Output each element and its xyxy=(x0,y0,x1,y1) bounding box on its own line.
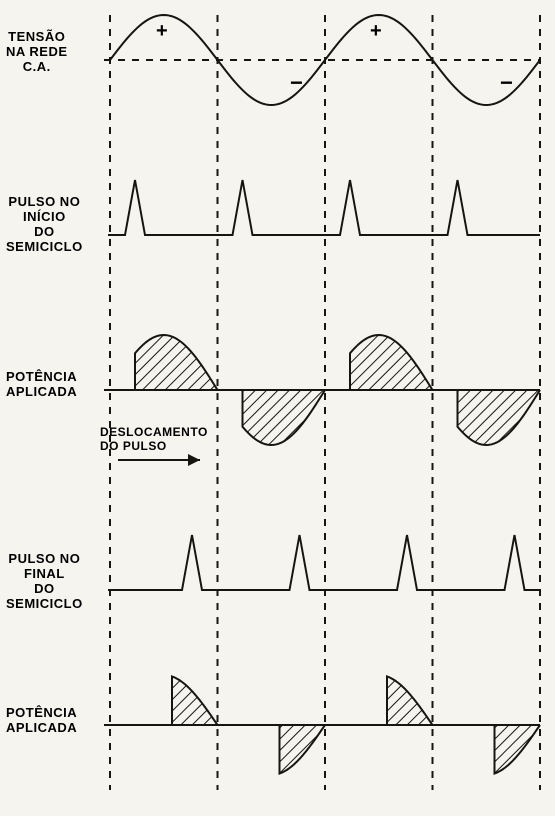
plot-svg xyxy=(0,0,555,816)
waveform-diagram: TENSÃO NA REDE C.A. PULSO NO INÍCIO DO S… xyxy=(0,0,555,816)
